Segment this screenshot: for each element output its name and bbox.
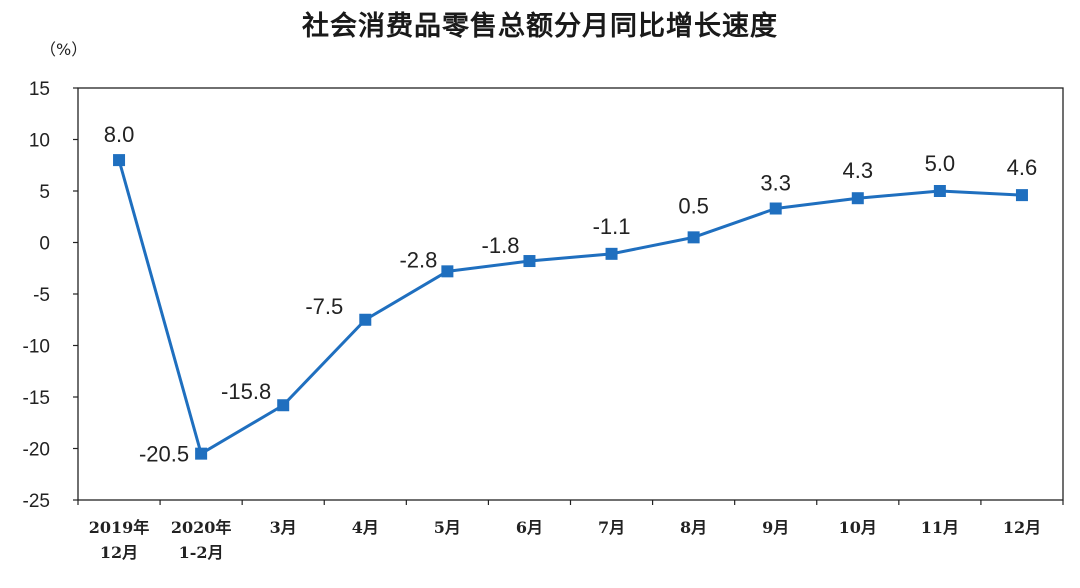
x-tick-label: 8月 bbox=[680, 518, 707, 537]
x-tick-label: 4月 bbox=[352, 518, 379, 537]
data-point-marker bbox=[359, 313, 372, 326]
data-label: 0.5 bbox=[678, 193, 709, 218]
y-axis-unit: （%） bbox=[40, 40, 88, 59]
y-tick-label: 15 bbox=[29, 79, 50, 100]
data-label: 5.0 bbox=[925, 151, 956, 176]
y-tick-label: -20 bbox=[23, 440, 50, 461]
x-tick-label: 5月 bbox=[434, 518, 461, 537]
data-point-marker bbox=[605, 247, 618, 260]
data-point-marker bbox=[687, 231, 700, 244]
data-label: 8.0 bbox=[104, 122, 135, 147]
data-point-marker bbox=[1015, 189, 1028, 202]
x-tick-label: 2019年 bbox=[89, 518, 150, 537]
x-tick-label: 7月 bbox=[598, 518, 625, 537]
x-tick-label: 12月 bbox=[1003, 518, 1041, 537]
data-label: -1.1 bbox=[593, 214, 631, 239]
data-point-marker bbox=[851, 192, 864, 205]
data-point-marker bbox=[523, 255, 536, 268]
data-point-marker bbox=[933, 185, 946, 197]
data-label: 4.6 bbox=[1007, 155, 1038, 180]
x-tick-label: 2020年 bbox=[171, 518, 232, 537]
x-tick-label: 9月 bbox=[762, 518, 789, 537]
data-label: 3.3 bbox=[760, 171, 791, 196]
data-point-marker bbox=[195, 447, 208, 460]
data-point-marker bbox=[277, 399, 290, 412]
x-tick-label: 1-2月 bbox=[179, 543, 224, 562]
x-tick-label: 11月 bbox=[921, 518, 959, 537]
y-tick-label: -10 bbox=[23, 337, 50, 358]
data-point-marker bbox=[113, 154, 126, 167]
data-point-marker bbox=[769, 202, 782, 215]
y-tick-label: -5 bbox=[33, 285, 50, 306]
chart-title: 社会消费品零售总额分月同比增长速度 bbox=[302, 11, 778, 42]
data-point-marker bbox=[441, 265, 454, 278]
data-label: -2.8 bbox=[399, 247, 437, 272]
y-tick-label: -15 bbox=[23, 388, 50, 409]
data-label: -1.8 bbox=[482, 233, 520, 258]
y-tick-label: 0 bbox=[39, 234, 50, 255]
data-label: -15.8 bbox=[221, 379, 271, 404]
x-tick-label: 12月 bbox=[100, 543, 138, 562]
y-tick-label: -25 bbox=[23, 491, 50, 512]
x-tick-label: 6月 bbox=[516, 518, 543, 537]
x-tick-label: 3月 bbox=[270, 518, 297, 537]
series-line bbox=[117, 159, 1023, 456]
data-label: 4.3 bbox=[842, 158, 873, 183]
data-label: -7.5 bbox=[305, 294, 343, 319]
y-tick-label: 5 bbox=[39, 182, 50, 203]
x-tick-label: 10月 bbox=[839, 518, 877, 537]
y-tick-label: 10 bbox=[29, 131, 50, 152]
data-label: -20.5 bbox=[139, 442, 189, 467]
